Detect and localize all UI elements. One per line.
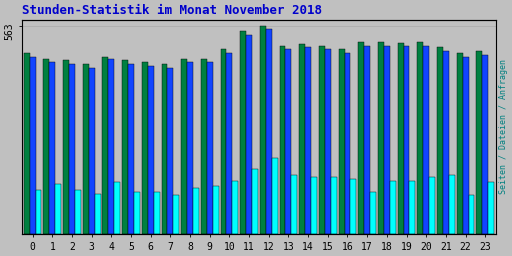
Bar — [449, 175, 455, 234]
Bar — [226, 53, 232, 234]
Bar — [148, 66, 154, 234]
Bar — [463, 57, 468, 234]
Bar — [35, 190, 41, 234]
Bar — [174, 195, 179, 234]
Bar — [252, 169, 258, 234]
Bar — [403, 46, 410, 234]
Bar — [370, 192, 376, 234]
Bar — [476, 51, 482, 234]
Bar — [423, 46, 429, 234]
Bar — [193, 188, 199, 234]
Bar — [384, 46, 390, 234]
Bar — [201, 59, 207, 234]
Bar — [410, 180, 415, 234]
Bar — [338, 49, 345, 234]
Bar — [44, 59, 49, 234]
Bar — [417, 42, 423, 234]
Bar — [187, 62, 193, 234]
Bar — [134, 192, 140, 234]
Bar — [154, 192, 160, 234]
Bar — [311, 177, 317, 234]
Y-axis label: Seiten / Dateien / Anfragen: Seiten / Dateien / Anfragen — [499, 59, 508, 195]
Bar — [89, 68, 95, 234]
Bar — [122, 60, 128, 234]
Bar — [69, 64, 75, 234]
Bar — [232, 180, 238, 234]
Bar — [266, 29, 272, 234]
Bar — [24, 53, 30, 234]
Bar — [291, 175, 297, 234]
Bar — [364, 46, 370, 234]
Bar — [325, 49, 331, 234]
Bar — [345, 53, 350, 234]
Bar — [429, 177, 435, 234]
Bar — [272, 158, 278, 234]
Bar — [300, 44, 305, 234]
Bar — [488, 183, 494, 234]
Bar — [240, 31, 246, 234]
Bar — [109, 59, 114, 234]
Bar — [167, 68, 174, 234]
Bar — [75, 190, 81, 234]
Bar — [95, 194, 100, 234]
Bar — [114, 183, 120, 234]
Bar — [280, 46, 286, 234]
Bar — [83, 64, 89, 234]
Bar — [212, 186, 219, 234]
Bar — [181, 59, 187, 234]
Bar — [358, 42, 364, 234]
Bar — [102, 57, 109, 234]
Bar — [331, 177, 337, 234]
Bar — [30, 57, 35, 234]
Bar — [398, 43, 403, 234]
Bar — [390, 180, 396, 234]
Bar — [350, 179, 356, 234]
Bar — [142, 62, 148, 234]
Bar — [63, 60, 69, 234]
Bar — [437, 47, 443, 234]
Bar — [55, 184, 61, 234]
Text: Stunden-Statistik im Monat November 2018: Stunden-Statistik im Monat November 2018 — [22, 4, 322, 17]
Bar — [443, 51, 449, 234]
Bar — [319, 46, 325, 234]
Bar — [221, 49, 226, 234]
Bar — [378, 42, 384, 234]
Bar — [482, 55, 488, 234]
Bar — [286, 49, 291, 234]
Bar — [260, 26, 266, 234]
Bar — [49, 62, 55, 234]
Bar — [468, 195, 475, 234]
Bar — [246, 35, 252, 234]
Bar — [161, 64, 167, 234]
Bar — [305, 47, 311, 234]
Bar — [457, 53, 463, 234]
Bar — [128, 64, 134, 234]
Bar — [207, 62, 212, 234]
